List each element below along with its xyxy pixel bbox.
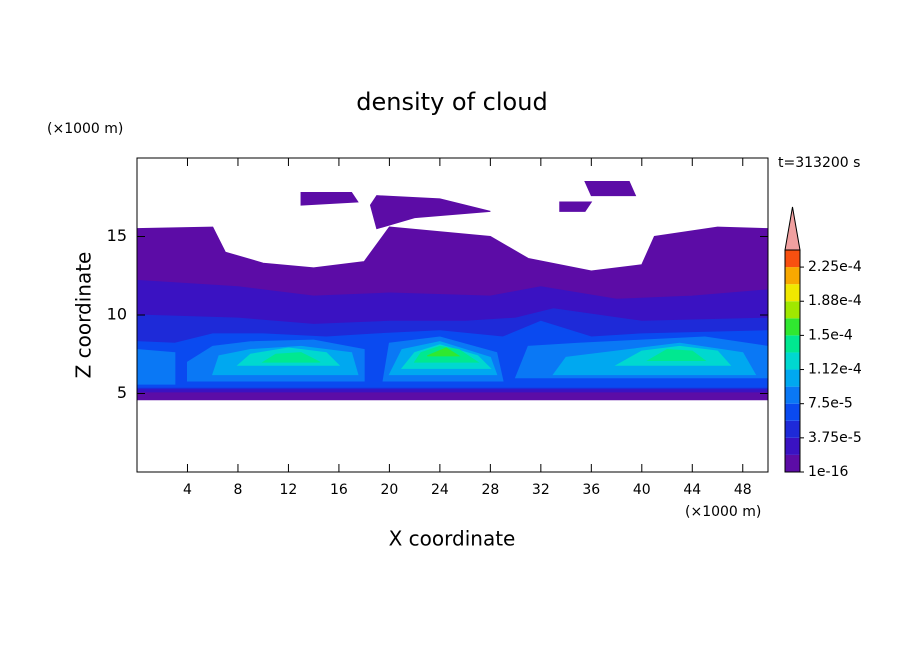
colorbar-tick-label: 1.5e-4 (808, 327, 853, 343)
colorbar-band (785, 386, 800, 404)
colorbar-tick-label: 3.75e-5 (808, 430, 862, 446)
x-tick-label: 44 (683, 482, 701, 498)
x-tick-label: 48 (734, 482, 752, 498)
contour-region (584, 181, 637, 197)
colorbar-tick-label: 7.5e-5 (808, 396, 853, 412)
contour-region (300, 192, 359, 206)
contour-region (369, 195, 491, 230)
colorbar-band (785, 250, 800, 268)
x-tick-label: 28 (481, 482, 499, 498)
y-unit: (×1000 m) (47, 121, 123, 137)
colorbar-band (785, 301, 800, 319)
y-axis-label: Z coordinate (72, 252, 96, 379)
colorbar-band (785, 284, 800, 302)
contour-region (261, 352, 321, 363)
colorbar-band (785, 318, 800, 336)
contour-region (136, 348, 176, 385)
x-tick-label: 4 (183, 482, 192, 498)
colorbar-tick-label: 1.12e-4 (808, 362, 862, 378)
y-tick-label: 5 (117, 383, 127, 402)
contour-region (646, 349, 707, 362)
y-tick-label: 10 (107, 305, 127, 324)
colorbar-band (785, 352, 800, 370)
x-tick-label: 8 (233, 482, 242, 498)
colorbar-frame (784, 249, 801, 473)
chart-title: density of cloud (356, 88, 547, 116)
x-tick-label: 32 (532, 482, 550, 498)
colorbar-band (785, 369, 800, 387)
y-tick-label: 15 (107, 226, 127, 245)
colorbar-band (785, 437, 800, 455)
x-tick-label: 36 (582, 482, 600, 498)
x-axis-label: X coordinate (389, 527, 516, 551)
x-tick-label: 16 (330, 482, 348, 498)
colorbar-tick-label: 1e-16 (808, 464, 848, 480)
time-label: t=313200 s (778, 155, 860, 171)
contour-region (427, 347, 461, 357)
colorbar-band (785, 420, 800, 438)
colorbar-tick-label: 2.25e-4 (808, 259, 862, 275)
x-unit: (×1000 m) (685, 504, 761, 520)
colorbar-band (785, 454, 800, 472)
colorbar-tick-label: 1.88e-4 (808, 293, 862, 309)
colorbar-band (785, 267, 800, 285)
x-tick-label: 40 (633, 482, 651, 498)
x-tick-label: 24 (431, 482, 449, 498)
colorbar-band (785, 335, 800, 353)
x-tick-label: 20 (380, 482, 398, 498)
colorbar-band (785, 403, 800, 421)
x-tick-label: 12 (280, 482, 298, 498)
contour-region (559, 201, 593, 212)
